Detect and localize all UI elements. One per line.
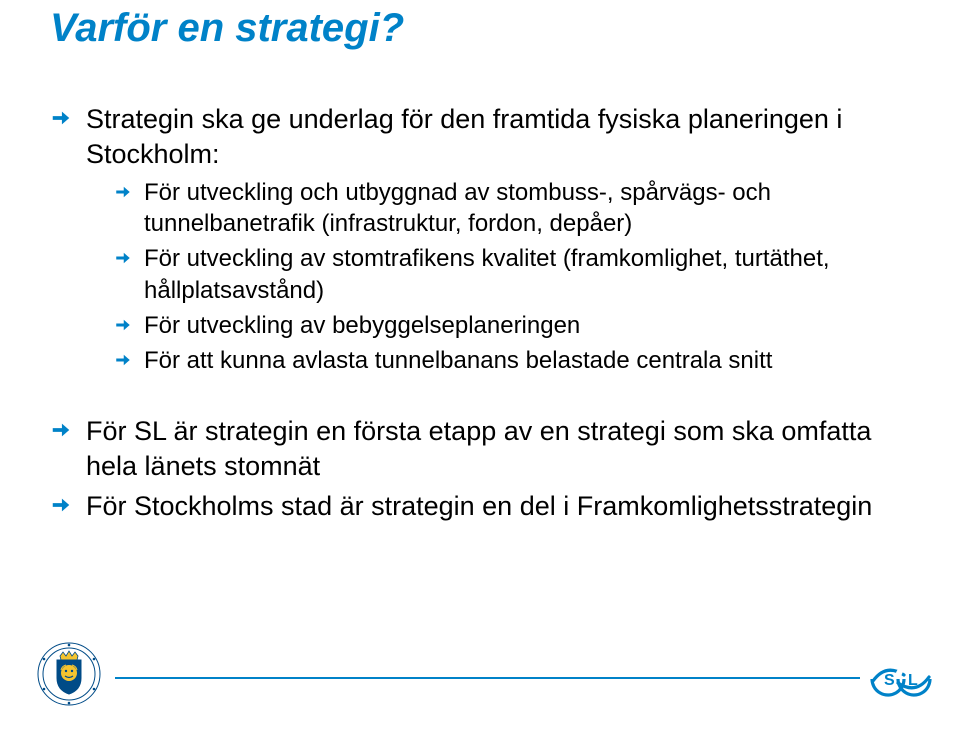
l2-text: För utveckling av bebyggelseplaneringen	[144, 310, 580, 341]
svg-text:L: L	[908, 672, 918, 689]
arrow-right-icon	[114, 345, 144, 374]
l2-group: För utveckling och utbyggnad av stombuss…	[114, 177, 900, 376]
l2-item: För utveckling av bebyggelseplaneringen	[114, 310, 900, 341]
bullet-block-2: För SL är strategin en första etapp av e…	[50, 414, 900, 524]
l1-text: Strategin ska ge underlag för den framti…	[86, 102, 900, 171]
l2-item: För att kunna avlasta tunnelbanans belas…	[114, 345, 900, 376]
l2-text: För utveckling och utbyggnad av stombuss…	[144, 177, 900, 239]
arrow-right-icon	[114, 177, 144, 206]
stockholm-stad-logo-icon	[30, 640, 108, 713]
l2-item: För utveckling av stomtrafikens kvalitet…	[114, 243, 900, 305]
l2-text: För att kunna avlasta tunnelbanans belas…	[144, 345, 772, 376]
sl-logo-icon: S L	[866, 657, 936, 706]
l2-text: För utveckling av stomtrafikens kvalitet…	[144, 243, 900, 305]
bullet-block-1: Strategin ska ge underlag för den framti…	[50, 102, 900, 376]
l2-item: För utveckling och utbyggnad av stombuss…	[114, 177, 900, 239]
l1-item: Strategin ska ge underlag för den framti…	[50, 102, 900, 171]
arrow-right-icon	[50, 414, 86, 446]
l1-text: För Stockholms stad är strategin en del …	[86, 489, 872, 524]
l1-text: För SL är strategin en första etapp av e…	[86, 414, 900, 483]
arrow-right-icon	[114, 310, 144, 339]
divider-rule	[115, 677, 860, 679]
arrow-right-icon	[114, 243, 144, 272]
arrow-right-icon	[50, 489, 86, 521]
l1-item: För SL är strategin en första etapp av e…	[50, 414, 900, 483]
footer: S L	[0, 643, 960, 713]
svg-text:S: S	[884, 672, 895, 689]
slide: Varför en strategi? Strategin ska ge und…	[0, 0, 960, 735]
page-title: Varför en strategi?	[50, 0, 900, 50]
l1-item: För Stockholms stad är strategin en del …	[50, 489, 900, 524]
arrow-right-icon	[50, 102, 86, 134]
